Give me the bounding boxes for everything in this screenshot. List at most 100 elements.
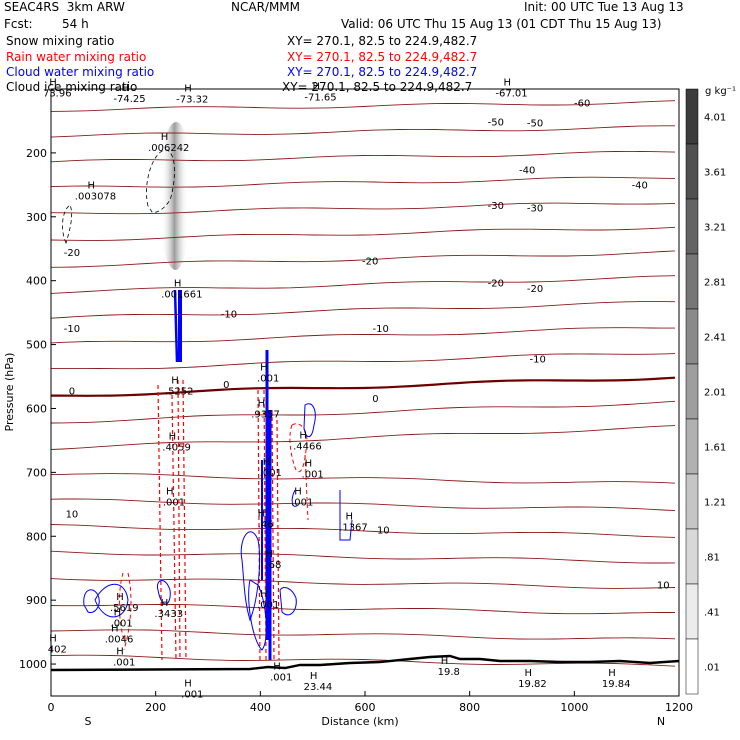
colorbar-swatch [685, 88, 699, 145]
isotherm-label: 0 [69, 386, 75, 397]
maximum-marker: H [258, 508, 266, 519]
isotherm-label: 0 [372, 394, 378, 405]
colorbar-label: 3.61 [704, 168, 726, 179]
colorbar-label: .81 [704, 553, 720, 564]
maximum-marker: H [174, 278, 182, 289]
isotherm [51, 425, 676, 450]
isotherm [51, 473, 676, 484]
maximum-label: 19.84 [602, 679, 631, 690]
colorbar-label: 1.21 [704, 498, 726, 509]
center-title: NCAR/MMM [231, 0, 301, 14]
cloud-water-contour [240, 531, 261, 622]
maximum-marker: H [122, 83, 130, 94]
isotherm-label: -10 [530, 354, 546, 365]
colorbar-label: .01 [704, 663, 720, 674]
cloud-water-contour [303, 403, 316, 438]
isotherm [51, 376, 676, 397]
contour-labels: -60 -50 -50 -40 -40 -30 -30 -20 -20 -20 -20 -10 -10 -… [43, 78, 670, 701]
isotherm [51, 524, 676, 538]
x-tick-label: 0 [48, 701, 55, 714]
colorbar-swatch [685, 418, 699, 475]
north-label: N [657, 715, 665, 728]
maximum-marker: H [263, 457, 271, 468]
colorbar-swatch [685, 143, 699, 200]
isotherm-label: -10 [64, 324, 80, 335]
isotherm [51, 327, 675, 344]
isotherm [51, 202, 676, 215]
maximum-label: .001 [270, 673, 292, 684]
maximum-marker: H [49, 634, 57, 645]
maximum-label: .001 [257, 374, 279, 385]
isotherm [51, 275, 676, 294]
maximum-marker: H [260, 363, 268, 374]
maximum-marker: H [258, 398, 266, 409]
init-time: Init: 00 UTC Tue 13 Aug 13 [524, 0, 684, 14]
isotherm-label: -30 [527, 204, 543, 215]
colorbar-swatch [685, 638, 699, 695]
maximum-label: .001 [302, 469, 324, 480]
field-snow-xy: XY= 270.1, 82.5 to 224.9,482.7 [287, 34, 478, 48]
field-cloudwater-xy: XY= 270.1, 82.5 to 224.9,482.7 [287, 65, 478, 79]
south-label: S [85, 715, 92, 728]
snow-shading [160, 122, 189, 270]
isotherm-label: -10 [373, 324, 389, 335]
maximum-marker: H [116, 592, 124, 603]
y-axis-label: Pressure (hPa) [3, 353, 16, 432]
maximum-marker: H [265, 549, 273, 560]
maximum-label: .3433 [154, 609, 183, 620]
y-tick-label: 1000 [19, 658, 47, 671]
maximum-label: -74.25 [113, 94, 145, 105]
maximum-marker: H [273, 662, 281, 673]
cloud-water-contour [83, 583, 129, 618]
maximum-marker: H [184, 678, 192, 689]
maximum-label: .9357 [251, 409, 280, 420]
y-tick-label: 700 [26, 466, 47, 479]
maximum-marker: H [161, 132, 169, 143]
maximum-marker: H [345, 512, 353, 523]
maximum-label: -73.32 [176, 94, 208, 105]
isotherm [51, 125, 675, 138]
field-cloudice-xy: XY= 270.1, 82.5 to 224.9,482.7 [282, 80, 473, 94]
maximum-marker: H [87, 181, 95, 192]
isotherm [51, 578, 676, 589]
x-axis: 0 200 400 600 800 1000 1200 [48, 691, 693, 714]
colorbar-swatch [685, 583, 699, 640]
cloud-water-contour [156, 580, 171, 605]
isotherm [51, 150, 676, 163]
field-snow-label: Snow mixing ratio [6, 34, 115, 48]
maximum-label: .006242 [148, 143, 189, 154]
isotherm-label: -50 [488, 117, 504, 128]
isotherm-label: -20 [64, 248, 80, 259]
x-tick-label: 1000 [560, 701, 588, 714]
cloud-ice-contour [62, 204, 73, 245]
isotherm-label: -40 [632, 181, 648, 192]
maximum-label: -67.01 [495, 89, 527, 100]
isotherm [51, 301, 676, 319]
maximum-marker: H [184, 83, 192, 94]
maximum-marker: H [608, 668, 616, 679]
rain-water-contour [118, 572, 132, 651]
colorbar-label: 3.21 [704, 223, 726, 234]
maximum-label: 73.96 [43, 89, 72, 100]
maximum-label: 402 [48, 645, 67, 656]
isotherm-label: -60 [574, 98, 590, 109]
maximum-label: .001 [181, 689, 203, 700]
colorbar-label: 1.61 [704, 443, 726, 454]
maximum-label: .001661 [161, 289, 202, 300]
x-axis-label: Distance (km) [321, 715, 398, 728]
colorbar-label: 2.81 [704, 278, 726, 289]
x-tick-label: 800 [459, 701, 480, 714]
colorbar-swatch [685, 473, 699, 530]
cloud-water-contour [248, 579, 267, 651]
maximum-marker: H [313, 82, 321, 93]
maximum-marker: H [171, 375, 179, 386]
maximum-label: .001 [260, 468, 282, 479]
isotherm-label: -20 [488, 278, 504, 289]
snow-plume [160, 122, 189, 270]
x-tick-label: 1200 [665, 701, 693, 714]
valid-time: Valid: 06 UTC Thu 15 Aug 13 (01 CDT Thu … [341, 17, 662, 31]
y-tick-label: 300 [26, 211, 47, 224]
maximum-label: .5252 [165, 386, 194, 397]
maximum-marker: H [116, 646, 124, 657]
colorbar-swatch [685, 253, 699, 310]
